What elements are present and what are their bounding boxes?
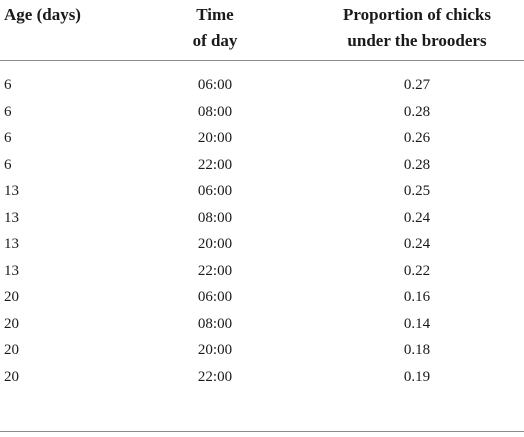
cell-age: 20 (4, 342, 19, 359)
table-row: 13 20:00 0.24 (0, 232, 524, 259)
cell-time: 20:00 (197, 130, 233, 147)
cell-time: 22:00 (197, 156, 233, 173)
cell-time: 06:00 (197, 183, 233, 200)
cell-time: 08:00 (197, 103, 233, 120)
cell-time: 22:00 (197, 368, 233, 385)
cell-proportion: 0.24 (403, 236, 431, 253)
data-table: Age (days) Time of day Proportion of chi… (0, 0, 524, 391)
cell-time: 08:00 (197, 315, 233, 332)
table-row: 20 22:00 0.19 (0, 364, 524, 391)
cell-time: 22:00 (197, 262, 233, 279)
header-time-of-day: Time of day (130, 0, 300, 61)
cell-age: 6 (4, 103, 12, 120)
cell-proportion: 0.14 (403, 315, 431, 332)
header-row: Age (days) Time of day Proportion of chi… (0, 0, 524, 61)
cell-age: 20 (4, 315, 19, 332)
cell-proportion: 0.28 (403, 103, 431, 120)
cell-proportion: 0.25 (403, 183, 431, 200)
table-row: 20 08:00 0.14 (0, 311, 524, 338)
table-row: 13 22:00 0.22 (0, 258, 524, 285)
table-row: 6 06:00 0.27 (0, 61, 524, 100)
table-body: 6 06:00 0.27 6 08:00 0.28 6 20:00 0.26 6… (0, 61, 524, 391)
table-row: 6 08:00 0.28 (0, 99, 524, 126)
cell-age: 13 (4, 183, 19, 200)
cell-age: 6 (4, 76, 12, 93)
header-age: Age (days) (0, 0, 130, 61)
table-row: 13 06:00 0.25 (0, 179, 524, 206)
table-row: 20 06:00 0.16 (0, 285, 524, 312)
cell-time: 08:00 (197, 209, 233, 226)
header-proportion-line-1: Proportion of chicks (343, 5, 491, 24)
cell-age: 6 (4, 156, 12, 173)
cell-age: 13 (4, 236, 19, 253)
cell-proportion: 0.16 (403, 289, 431, 306)
cell-age: 13 (4, 209, 19, 226)
table-row: 6 20:00 0.26 (0, 126, 524, 153)
cell-age: 20 (4, 289, 19, 306)
header-proportion-line-2: under the brooders (347, 31, 487, 50)
cell-proportion: 0.26 (403, 130, 431, 147)
cell-age: 13 (4, 262, 19, 279)
cell-time: 20:00 (197, 236, 233, 253)
cell-proportion: 0.22 (403, 262, 431, 279)
table-bottom-rule (0, 431, 524, 432)
cell-age: 20 (4, 368, 19, 385)
cell-proportion: 0.24 (403, 209, 431, 226)
cell-proportion: 0.27 (403, 76, 431, 93)
header-age-line: Age (days) (4, 5, 81, 24)
cell-time: 06:00 (197, 76, 233, 93)
cell-time: 20:00 (197, 342, 233, 359)
cell-time: 06:00 (197, 289, 233, 306)
table-header: Age (days) Time of day Proportion of chi… (0, 0, 524, 61)
table-row: 6 22:00 0.28 (0, 152, 524, 179)
cell-proportion: 0.18 (403, 342, 431, 359)
header-time-line-1: Time (196, 5, 234, 24)
cell-age: 6 (4, 130, 12, 147)
header-time-line-2: of day (192, 31, 238, 50)
cell-proportion: 0.19 (403, 368, 431, 385)
table-row: 13 08:00 0.24 (0, 205, 524, 232)
cell-proportion: 0.28 (403, 156, 431, 173)
header-proportion: Proportion of chicks under the brooders (300, 0, 524, 61)
table-row: 20 20:00 0.18 (0, 338, 524, 365)
